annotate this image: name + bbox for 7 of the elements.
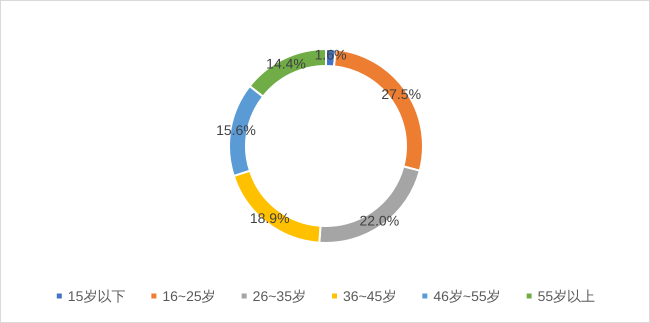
legend-label: 36~45岁 [343, 288, 396, 304]
legend-label: 16~25岁 [162, 288, 216, 304]
legend-label: 55岁以上 [538, 288, 596, 304]
data-label: 1.6% [314, 46, 347, 63]
legend-label: 26~35岁 [252, 288, 306, 304]
legend-label: 46岁~55岁 [433, 288, 501, 304]
legend-label: 15岁以下 [68, 288, 126, 304]
